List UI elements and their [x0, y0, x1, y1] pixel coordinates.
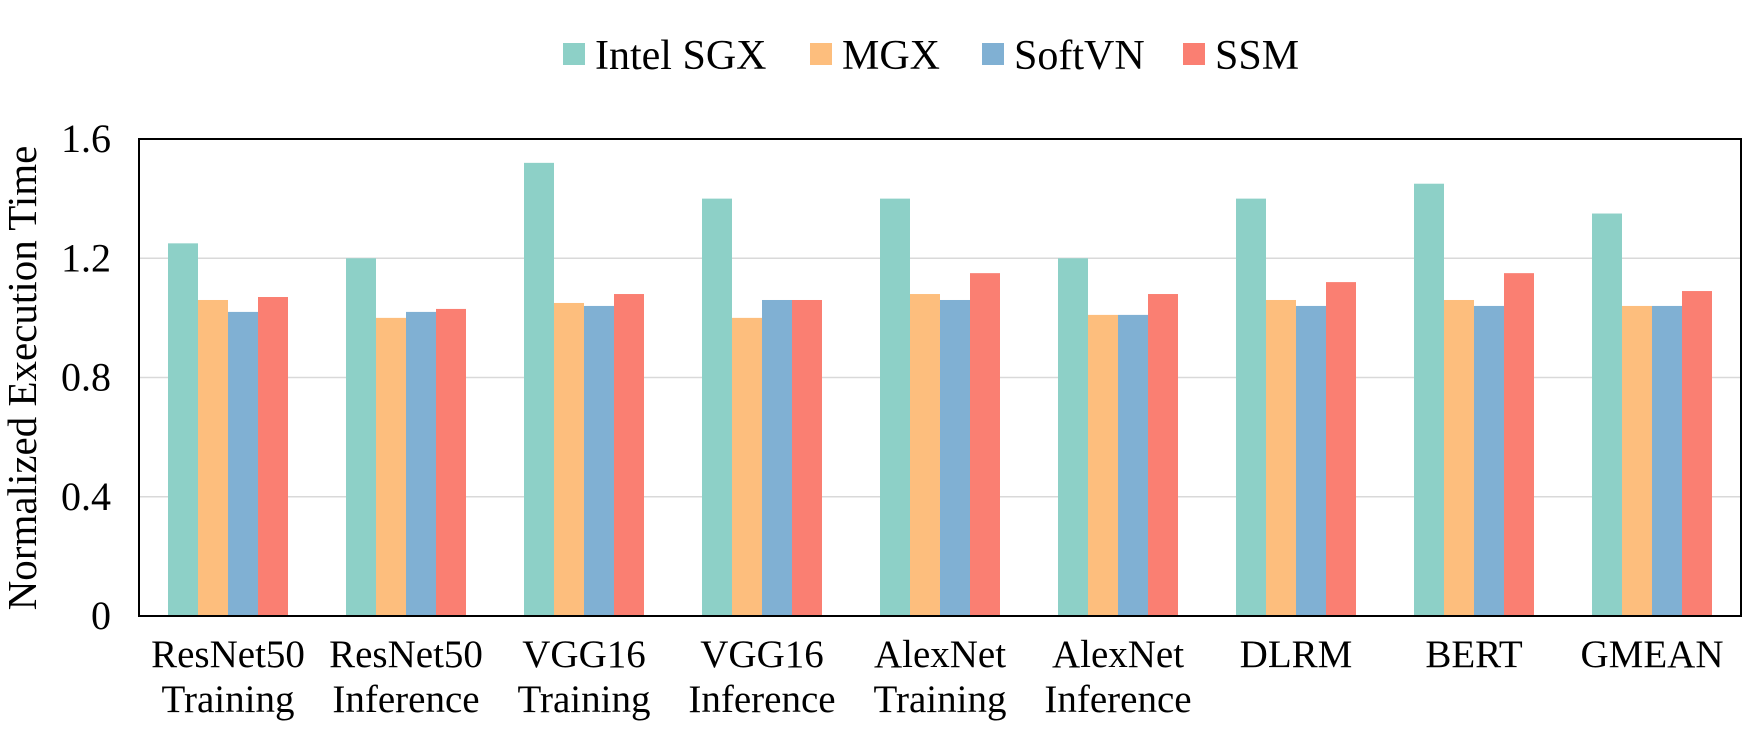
- x-category-label: Training: [518, 678, 651, 721]
- x-category-label: ResNet50: [151, 633, 305, 676]
- bar-softvn: [762, 299, 792, 616]
- legend-swatch: [982, 43, 1004, 65]
- legend-label: SoftVN: [1014, 33, 1145, 79]
- x-category-label: AlexNet: [1052, 633, 1184, 676]
- bar-intel-sgx: [346, 258, 376, 616]
- bar-mgx: [910, 294, 940, 616]
- bar-ssm: [1148, 294, 1178, 616]
- x-category-label: Inference: [1044, 678, 1191, 721]
- legend-label: SSM: [1215, 33, 1299, 79]
- bar-intel-sgx: [1414, 183, 1444, 616]
- bar-intel-sgx: [1592, 213, 1622, 616]
- bar-softvn: [228, 311, 258, 616]
- y-tick-label: 1.6: [61, 116, 111, 161]
- x-axis-categories: ResNet50TrainingResNet50InferenceVGG16Tr…: [151, 633, 1723, 721]
- x-category-label: BERT: [1425, 633, 1523, 676]
- bar-intel-sgx: [168, 243, 198, 616]
- y-tick-label: 0.8: [61, 355, 111, 400]
- x-category-label: GMEAN: [1581, 633, 1724, 676]
- x-category-label: Training: [874, 678, 1007, 721]
- bar-softvn: [1474, 305, 1504, 616]
- bar-mgx: [554, 302, 584, 616]
- x-category-label: VGG16: [700, 633, 824, 676]
- bar-mgx: [1444, 299, 1474, 616]
- x-category-label: ResNet50: [329, 633, 483, 676]
- bar-softvn: [940, 299, 970, 616]
- bar-mgx: [1088, 314, 1118, 616]
- bar-ssm: [1504, 273, 1534, 616]
- bar-mgx: [732, 317, 762, 616]
- bar-ssm: [1326, 282, 1356, 616]
- x-category-label: Training: [162, 678, 295, 721]
- legend-label: Intel SGX: [595, 33, 767, 79]
- y-tick-label: 0.4: [61, 474, 111, 519]
- legend-label: MGX: [842, 33, 940, 79]
- legend-swatch: [563, 43, 585, 65]
- bar-ssm: [614, 294, 644, 616]
- y-tick-label: 1.2: [61, 235, 111, 280]
- bars: [168, 162, 1712, 616]
- bar-softvn: [1296, 305, 1326, 616]
- bar-ssm: [1682, 291, 1712, 616]
- bar-intel-sgx: [880, 198, 910, 616]
- y-tick-label: 0: [91, 593, 111, 638]
- legend: Intel SGX MGX SoftVN SSM: [563, 33, 1299, 79]
- bar-softvn: [1652, 305, 1682, 616]
- bar-intel-sgx: [524, 162, 554, 616]
- bar-ssm: [970, 273, 1000, 616]
- x-category-label: DLRM: [1240, 633, 1353, 676]
- bar-intel-sgx: [702, 198, 732, 616]
- bar-intel-sgx: [1236, 198, 1266, 616]
- bar-softvn: [1118, 314, 1148, 616]
- bar-mgx: [376, 317, 406, 616]
- legend-swatch: [810, 43, 832, 65]
- bar-ssm: [792, 299, 822, 616]
- y-axis-ticks: 0 0.4 0.8 1.2 1.6: [61, 116, 111, 638]
- bar-ssm: [436, 308, 466, 616]
- bar-softvn: [406, 311, 436, 616]
- x-category-label: Inference: [332, 678, 479, 721]
- bar-softvn: [584, 305, 614, 616]
- x-category-label: AlexNet: [874, 633, 1006, 676]
- plot-frame: [138, 138, 1742, 617]
- bar-intel-sgx: [1058, 258, 1088, 616]
- x-category-label: Inference: [688, 678, 835, 721]
- bar-mgx: [1266, 299, 1296, 616]
- legend-swatch: [1183, 43, 1205, 65]
- x-category-label: VGG16: [522, 633, 646, 676]
- y-axis-title: Normalized Execution Time: [0, 146, 45, 611]
- bar-mgx: [198, 299, 228, 616]
- bar-mgx: [1622, 305, 1652, 616]
- bar-ssm: [258, 297, 288, 616]
